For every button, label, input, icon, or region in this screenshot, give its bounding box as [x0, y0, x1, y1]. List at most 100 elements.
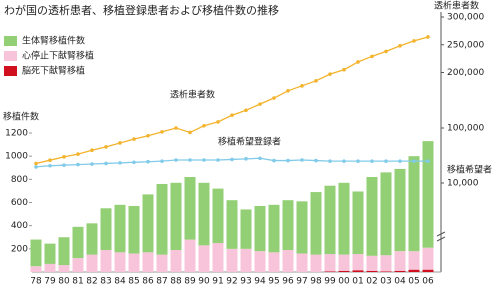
- line-point: [132, 160, 136, 165]
- x-tick-label: 00: [338, 277, 350, 287]
- bar-segment: [394, 270, 406, 272]
- line-point: [76, 152, 80, 156]
- legend-swatch: [4, 36, 17, 46]
- bar-segment: [338, 270, 350, 272]
- line-point: [48, 163, 52, 168]
- bar-segment: [72, 226, 84, 259]
- bar-segment: [408, 156, 420, 252]
- bar-segment: [296, 201, 308, 254]
- line-point: [258, 102, 262, 106]
- x-tick-label: 94: [254, 277, 266, 287]
- bar-segment: [30, 266, 42, 272]
- x-tick-label: 78: [30, 277, 42, 287]
- bar-segment: [408, 269, 420, 272]
- bar-segment: [422, 247, 434, 270]
- bar-segment: [380, 255, 392, 272]
- line-point: [398, 44, 402, 48]
- bar-segment: [352, 254, 364, 271]
- line-point: [412, 39, 416, 43]
- line-point: [314, 79, 318, 83]
- bar-segment: [128, 253, 140, 272]
- line-point: [230, 157, 234, 162]
- line-point: [216, 158, 220, 162]
- legend-swatch: [4, 66, 17, 76]
- line-point: [286, 89, 290, 93]
- bar-segment: [240, 248, 252, 272]
- line-point: [90, 162, 94, 166]
- line-point: [384, 159, 388, 163]
- bar-segment: [310, 192, 322, 255]
- line-point: [216, 120, 220, 124]
- bar-segment: [324, 254, 336, 272]
- line-point: [48, 158, 52, 162]
- bar-segment: [142, 252, 154, 272]
- y2-tick-label: 100,000: [447, 124, 484, 134]
- x-tick-label: 81: [72, 277, 83, 287]
- x-tick-label: 02: [366, 277, 377, 287]
- bar-segment: [240, 209, 252, 249]
- bar-segment: [380, 172, 392, 256]
- line-point: [328, 159, 332, 163]
- bar-segment: [254, 205, 266, 252]
- line-point: [328, 72, 332, 76]
- y-tick-label: 1200: [5, 129, 28, 139]
- axis-break: [436, 231, 446, 237]
- x-tick-label: 85: [128, 277, 139, 287]
- bar-segment: [58, 237, 70, 266]
- y-tick-label: 1000: [5, 152, 28, 162]
- bar-segment: [198, 245, 210, 272]
- line-point: [174, 126, 178, 130]
- y3-tick-label: 10,000: [447, 179, 479, 189]
- line-point: [300, 84, 304, 88]
- bar-segment: [58, 265, 70, 272]
- bar-segment: [366, 177, 378, 256]
- legend-label: 心停止下献腎移植: [22, 50, 94, 62]
- bar-segment: [226, 248, 238, 272]
- x-tick-label: 92: [226, 277, 237, 287]
- annotation: 透析患者数: [170, 89, 215, 101]
- x-tick-label: 95: [268, 277, 279, 287]
- bar-segment: [114, 252, 126, 272]
- x-tick-label: 05: [408, 277, 419, 287]
- bar-segment: [86, 254, 98, 272]
- line-point: [272, 158, 276, 163]
- x-tick-label: 80: [58, 277, 70, 287]
- line-point: [272, 96, 276, 100]
- x-tick-label: 98: [310, 277, 322, 287]
- bar-segment: [212, 188, 224, 244]
- bar-segment: [100, 208, 112, 250]
- bar-segment: [142, 194, 154, 253]
- x-tick-label: 82: [86, 277, 97, 287]
- bar-segment: [282, 249, 294, 272]
- x-tick-label: 99: [324, 277, 336, 287]
- x-tick-label: 96: [282, 277, 294, 287]
- line-point: [384, 49, 388, 54]
- line-point: [342, 67, 346, 72]
- bar-segment: [380, 271, 392, 272]
- legend-swatch: [4, 51, 17, 61]
- bar-segment: [352, 270, 364, 272]
- bar-segment: [324, 185, 336, 255]
- line-point: [118, 161, 122, 165]
- y-tick-label: 400: [11, 221, 28, 231]
- bar-segment: [338, 254, 350, 271]
- legend-label: 脳死下献腎移植: [22, 65, 85, 77]
- x-tick-label: 06: [422, 277, 434, 287]
- x-tick-label: 86: [142, 277, 154, 287]
- bar-segment: [310, 254, 322, 272]
- x-tick-label: 93: [240, 277, 251, 287]
- line-point: [160, 130, 164, 134]
- y2-tick-label: 300,000: [447, 13, 484, 23]
- line-point: [118, 141, 122, 145]
- x-tick-label: 89: [184, 277, 196, 287]
- bar-segment: [44, 243, 56, 264]
- axis-break: [436, 236, 446, 242]
- y3-axis-label: 移植希望者: [447, 164, 492, 176]
- line-point: [174, 158, 178, 162]
- line-point: [202, 158, 206, 162]
- bar-segment: [394, 168, 406, 252]
- line-point: [370, 54, 374, 59]
- line-point: [286, 158, 290, 163]
- bar-segment: [226, 200, 238, 249]
- bar-segment: [394, 251, 406, 271]
